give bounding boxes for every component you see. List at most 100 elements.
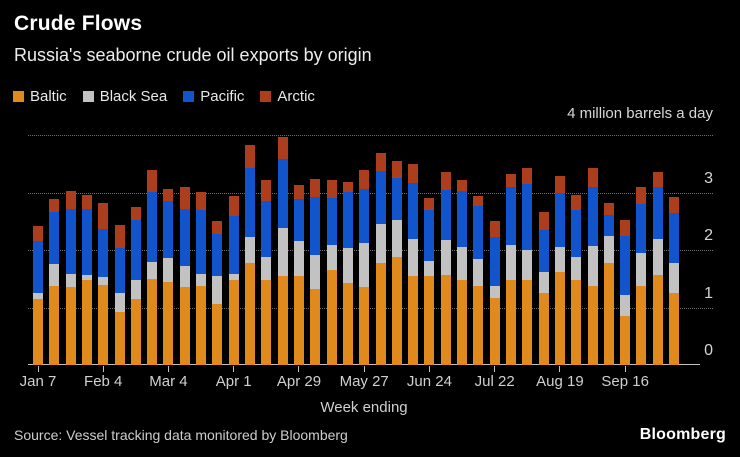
plot-area: Week ending 0 1 2 3 Jan 7 Feb 4 Mar 4 Apr 1 Apr … [0,135,740,416]
bar-segment-black-sea [147,261,158,280]
bar-segment-black-sea [130,279,141,299]
bar-segment-baltic [554,271,565,365]
bar-segment-baltic [293,275,304,365]
bar-segment-pacific [554,192,565,248]
bar-segment-black-sea [554,247,565,272]
bar-segment-black-sea [293,240,304,276]
bar-segment-pacific [391,178,402,221]
y-tick-label-1: 1 [704,284,713,302]
bar-segment-arctic [261,180,272,201]
stacked-bar-may-13 [326,180,337,365]
bar-segment-arctic [587,168,598,188]
bar-segment-baltic [440,274,451,365]
y-axis-unit-label: 4 million barrels a day [567,105,713,122]
bar-segment-baltic [359,286,370,365]
x-axis-tick [559,366,561,372]
bar-segment-baltic [587,286,598,365]
bar-segment-arctic [277,137,288,159]
bar-segment-baltic [49,286,60,365]
bar-segment-arctic [375,152,386,171]
bar-segment-pacific [473,205,484,259]
bar-segment-baltic [620,316,631,365]
bar-segment-black-sea [163,258,174,282]
bar-segment-baltic [163,281,174,365]
bar-segment-baltic [98,284,109,365]
x-axis-tick [428,366,430,372]
bar-segment-baltic [391,256,402,365]
legend: Baltic Black Sea Pacific Arctic [13,88,315,105]
stacked-bar-feb-11 [114,224,125,365]
stacked-bar-jun-10 [391,161,402,365]
stacked-bar-jan-21 [65,190,76,365]
bar-segment-black-sea [342,248,353,283]
y-tick-label-3: 3 [704,169,713,187]
x-tick-label-sep-16: Sep 16 [601,373,649,390]
bar-segment-black-sea [228,274,239,280]
bar-segment-pacific [147,191,158,262]
bar-segment-pacific [342,191,353,249]
bar-segment-arctic [669,196,680,213]
bar-segment-baltic [457,279,468,365]
bloomberg-logo: Bloomberg [639,426,726,443]
bar-segment-black-sea [326,244,337,271]
x-tick-label-may-27: May 27 [339,373,389,390]
x-axis-tick [233,366,235,372]
stacked-bar-jun-17 [408,163,419,365]
bar-segment-arctic [326,180,337,199]
gridline-2 [28,250,713,251]
stacked-bar-sep-9 [603,202,614,365]
bar-segment-baltic [538,292,549,365]
stacked-bar-aug-26 [571,194,582,365]
bar-segment-arctic [603,202,614,215]
bar-segment-black-sea [310,255,321,289]
bar-segment-black-sea [505,244,516,281]
bar-segment-baltic [652,274,663,365]
bar-segment-arctic [114,224,125,249]
bar-segment-pacific [196,209,207,275]
stacked-bar-aug-12 [538,211,549,365]
bar-segment-baltic [81,279,92,365]
x-axis-tick [167,366,169,372]
bar-segment-pacific [277,158,288,228]
x-axis-tick [363,366,365,372]
bar-segment-black-sea [196,274,207,287]
bar-segment-black-sea [669,262,680,293]
bar-segment-black-sea [212,275,223,305]
bar-segment-pacific [130,220,141,280]
bar-segment-arctic [473,195,484,206]
x-tick-label-jun-24: Jun 24 [406,373,452,390]
stacked-bar-feb-4 [98,202,109,365]
bar-segment-arctic [98,202,109,229]
bar-segment-pacific [310,196,321,256]
legend-label: Arctic [277,88,315,105]
bar-segment-arctic [33,226,43,242]
bar-segment-arctic [196,191,207,210]
bar-segment-arctic [440,172,451,191]
bar-segment-baltic [522,280,533,365]
bar-segment-black-sea [620,294,631,317]
bar-segment-pacific [652,186,663,240]
bar-segment-pacific [505,187,516,245]
bar-segment-arctic [571,194,582,210]
bar-segment-black-sea [98,277,109,285]
stacked-bar-mar-25 [212,220,223,365]
legend-item-baltic: Baltic [13,88,67,105]
stacked-bar-jan-7 [33,226,43,365]
bar-segment-arctic [391,161,402,179]
bar-segment-arctic [652,171,663,187]
stacked-bar-mar-11 [179,186,190,365]
x-tick-label-aug-19: Aug 19 [536,373,584,390]
stacked-bar-mar-4 [163,188,174,365]
legend-label: Black Sea [99,88,168,105]
bar-segment-baltic [473,286,484,365]
bar-segment-pacific [636,204,647,253]
legend-label: Pacific [200,88,245,105]
stacked-bar-aug-5 [522,168,533,365]
gridline-4 [28,135,713,136]
stacked-bar-jun-3 [375,152,386,365]
bar-segment-pacific [359,188,370,243]
stacked-bar-jul-1 [440,172,451,365]
bar-segment-pacific [245,168,256,238]
black-sea-swatch-icon [82,91,94,102]
